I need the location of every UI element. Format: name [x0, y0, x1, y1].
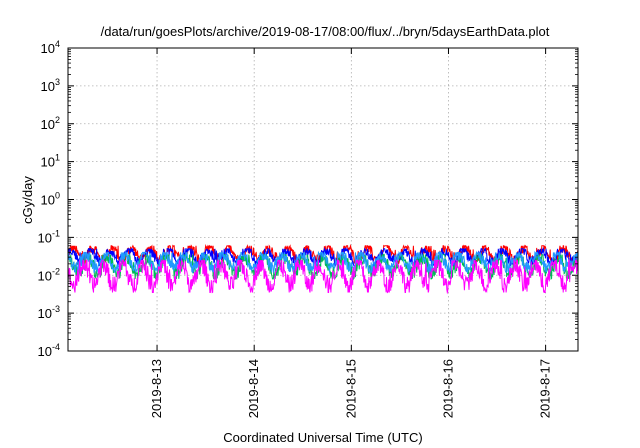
y-tick-label: 101 [41, 153, 60, 170]
series-line [67, 258, 579, 295]
y-tick-label: 103 [41, 77, 60, 94]
x-axis-label: Coordinated Universal Time (UTC) [223, 430, 422, 445]
chart-title: /data/run/goesPlots/archive/2019-08-17/0… [101, 24, 550, 39]
y-tick-label: 102 [41, 115, 60, 132]
x-tick-label: 2019-8-16 [440, 359, 455, 418]
x-axis: 2019-8-13 2019-8-14 2019-8-15 2019-8-16 2019… [149, 48, 553, 418]
series-group [67, 243, 579, 295]
y-tick-label: 104 [41, 39, 60, 56]
y-tick-label: 100 [41, 191, 60, 208]
y-axis-label: cGy/day [20, 176, 35, 224]
x-tick-label: 2019-8-14 [246, 359, 261, 418]
x-tick-label: 2019-8-17 [538, 359, 553, 418]
y-tick-label: 10-3 [38, 304, 60, 321]
y-tick-label: 10-4 [38, 342, 60, 359]
series-line [68, 250, 578, 275]
y-tick-label: 10-1 [38, 228, 60, 245]
y-tick-label: 10-2 [38, 266, 60, 283]
grid [68, 48, 578, 351]
x-tick-label: 2019-8-13 [149, 359, 164, 418]
x-tick-label: 2019-8-15 [343, 359, 358, 418]
y-axis: 10-4 10-3 10-2 10-1 100 101 102 103 104 [38, 39, 578, 359]
